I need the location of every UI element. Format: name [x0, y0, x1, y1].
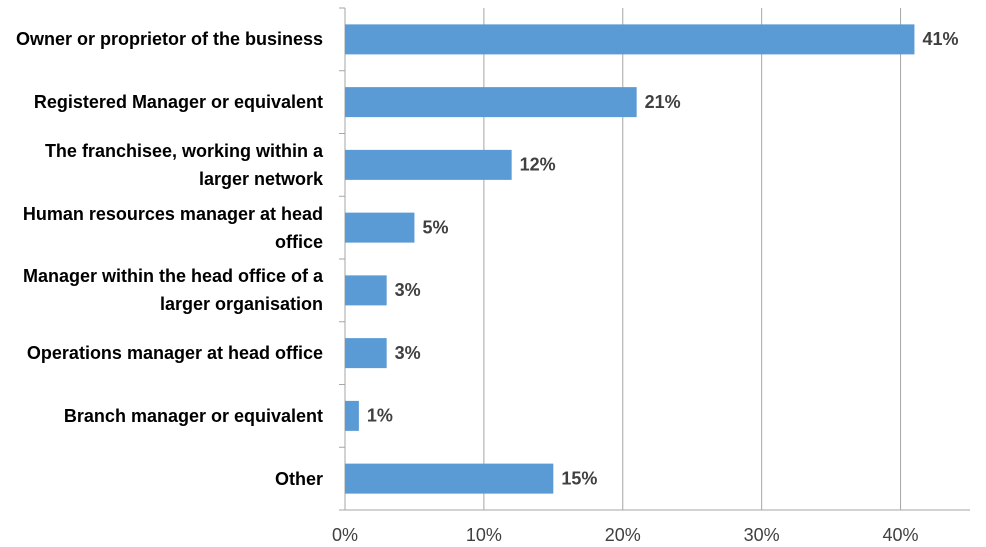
- category-label: Owner or proprietor of the business: [15, 29, 323, 50]
- category-label: The franchisee, working within a larger …: [44, 140, 323, 189]
- category-label: Human resources manager at head office: [22, 203, 323, 252]
- x-tick-label: 10%: [466, 525, 502, 545]
- value-label: 41%: [922, 29, 958, 49]
- x-tick-label: 40%: [883, 525, 919, 545]
- x-tick-label: 20%: [605, 525, 641, 545]
- bar: [345, 212, 415, 243]
- x-tick-label: 30%: [744, 525, 780, 545]
- value-label: 12%: [520, 155, 556, 175]
- value-label: 1%: [367, 406, 393, 426]
- bar: [345, 149, 512, 180]
- category-label: Other: [274, 468, 323, 489]
- category-label: Registered Manager or equivalent: [33, 92, 323, 113]
- bar: [345, 463, 554, 494]
- bar: [345, 275, 387, 306]
- value-label: 5%: [422, 217, 448, 237]
- category-label: Branch manager or equivalent: [63, 405, 323, 426]
- bar: [345, 338, 387, 369]
- x-tick-label: 0%: [332, 525, 358, 545]
- bar: [345, 24, 915, 55]
- bar: [345, 400, 359, 431]
- value-label: 21%: [645, 92, 681, 112]
- category-label: Manager within the head office of a larg…: [22, 266, 323, 315]
- value-label: 3%: [395, 280, 421, 300]
- category-label: Operations manager at head office: [26, 343, 323, 364]
- bar: [345, 87, 637, 118]
- value-label: 15%: [561, 468, 597, 488]
- value-label: 3%: [395, 343, 421, 363]
